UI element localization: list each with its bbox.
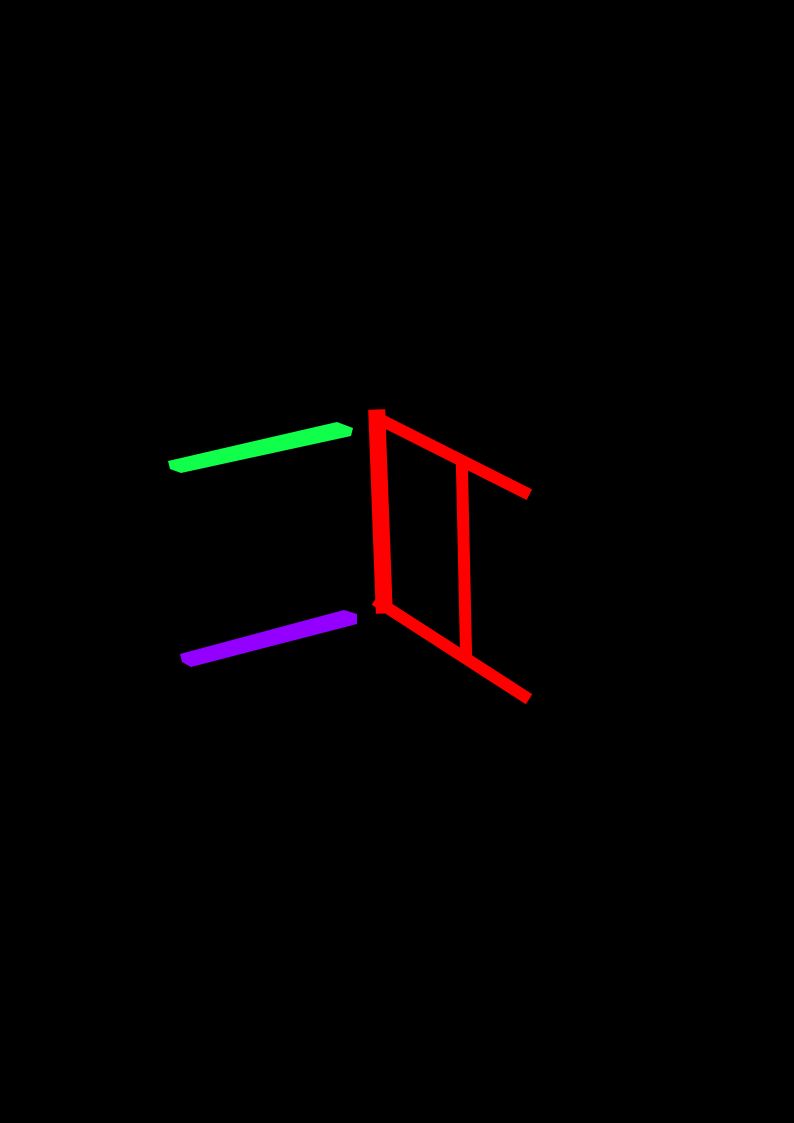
red-frame-middle-post [455, 463, 473, 659]
red-frame-top-rail [368, 409, 533, 501]
red-frame-left-post [368, 409, 393, 614]
purple-bar [180, 610, 357, 667]
red-frame [368, 409, 533, 705]
green-bar [168, 422, 353, 473]
red-frame-bottom-rail [371, 594, 533, 705]
